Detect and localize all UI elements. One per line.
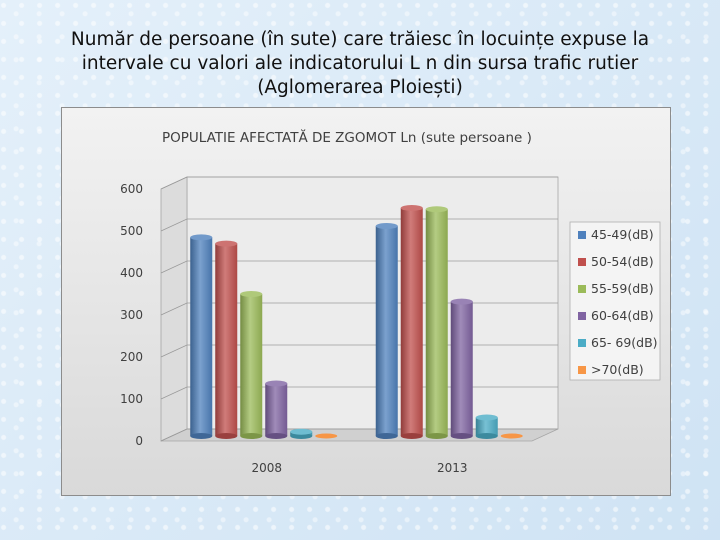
legend-swatch [578,312,586,320]
legend-label: >70(dB) [591,362,644,377]
bar-top-cap [425,206,448,213]
bar-top-cap [290,428,313,435]
bar-2008-5559dB [240,291,263,439]
bar-2008-70dB [315,433,338,439]
bar-top-cap [265,380,288,387]
y-tick-label: 100 [120,392,143,406]
bar-top-cap [190,234,213,241]
bar-2013-5559dB [425,206,448,439]
legend-label: 65- 69(dB) [591,335,658,350]
bar-bottom-cap [290,433,313,439]
legend-swatch [578,285,586,293]
legend-label: 45-49(dB) [591,227,654,242]
bar-body [215,243,238,436]
bar-2013-4549dB [375,223,398,439]
bar-2008-6064dB [265,380,288,439]
bar-bottom-cap [265,433,288,439]
bar-top-cap [500,433,523,439]
gridline [160,176,558,190]
bar-body [375,226,398,436]
chart-title: POPULATIE AFECTATĂ DE ZGOMOT Ln (sute pe… [162,128,532,146]
bar-bottom-cap [375,433,398,439]
legend-label: 60-64(dB) [591,308,654,323]
legend-label: 50-54(dB) [591,254,654,269]
legend-swatch [578,258,586,266]
y-tick-label: 600 [120,182,143,196]
bar-2013-5054dB [400,204,423,439]
bar-body [475,417,498,436]
bar-2013-70dB [500,433,523,439]
bar-body [240,294,263,436]
bar-body [400,207,423,436]
bar-2013-6064dB [450,298,473,439]
bar-top-cap [400,204,423,211]
bar-body [265,383,288,436]
bar-top-cap [375,223,398,229]
bar-body [190,237,213,436]
legend-swatch [578,366,586,374]
legend-swatch [578,339,586,347]
bar-2013-6569dB [475,414,498,439]
bar-bottom-cap [425,433,448,439]
bar-body [425,209,448,436]
legend-swatch [578,231,586,239]
y-tick-label: 200 [120,350,143,364]
bar-top-cap [215,240,238,247]
bar-bottom-cap [400,433,423,439]
bar-2008-4549dB [190,234,213,439]
bar-bottom-cap [190,433,213,439]
bar-top-cap [315,433,338,439]
bar-top-cap [475,414,498,421]
legend-box [569,221,661,381]
bar-bottom-cap [215,433,238,439]
y-tick-label: 300 [120,308,143,322]
bar-body [450,301,473,436]
bar-bottom-cap [240,433,263,439]
bar-bottom-cap [475,433,498,439]
x-tick-label: 2013 [437,461,468,475]
bar-chart: POPULATIE AFECTATĂ DE ZGOMOT Ln (sute pe… [120,128,661,475]
bar-2008-6569dB [290,428,313,439]
chart-frame: POPULATIE AFECTATĂ DE ZGOMOT Ln (sute pe… [61,107,671,496]
y-tick-label: 0 [135,434,143,448]
bar-2008-5054dB [215,240,238,439]
bar-top-cap [450,298,473,305]
bar-top-cap [240,291,263,298]
y-tick-label: 500 [120,224,143,238]
legend-label: 55-59(dB) [591,281,654,296]
bar-bottom-cap [450,433,473,439]
y-tick-label: 400 [120,266,143,280]
slide-title: Număr de persoane (în sute) care trăiesc… [70,29,650,98]
x-tick-label: 2008 [251,461,282,475]
